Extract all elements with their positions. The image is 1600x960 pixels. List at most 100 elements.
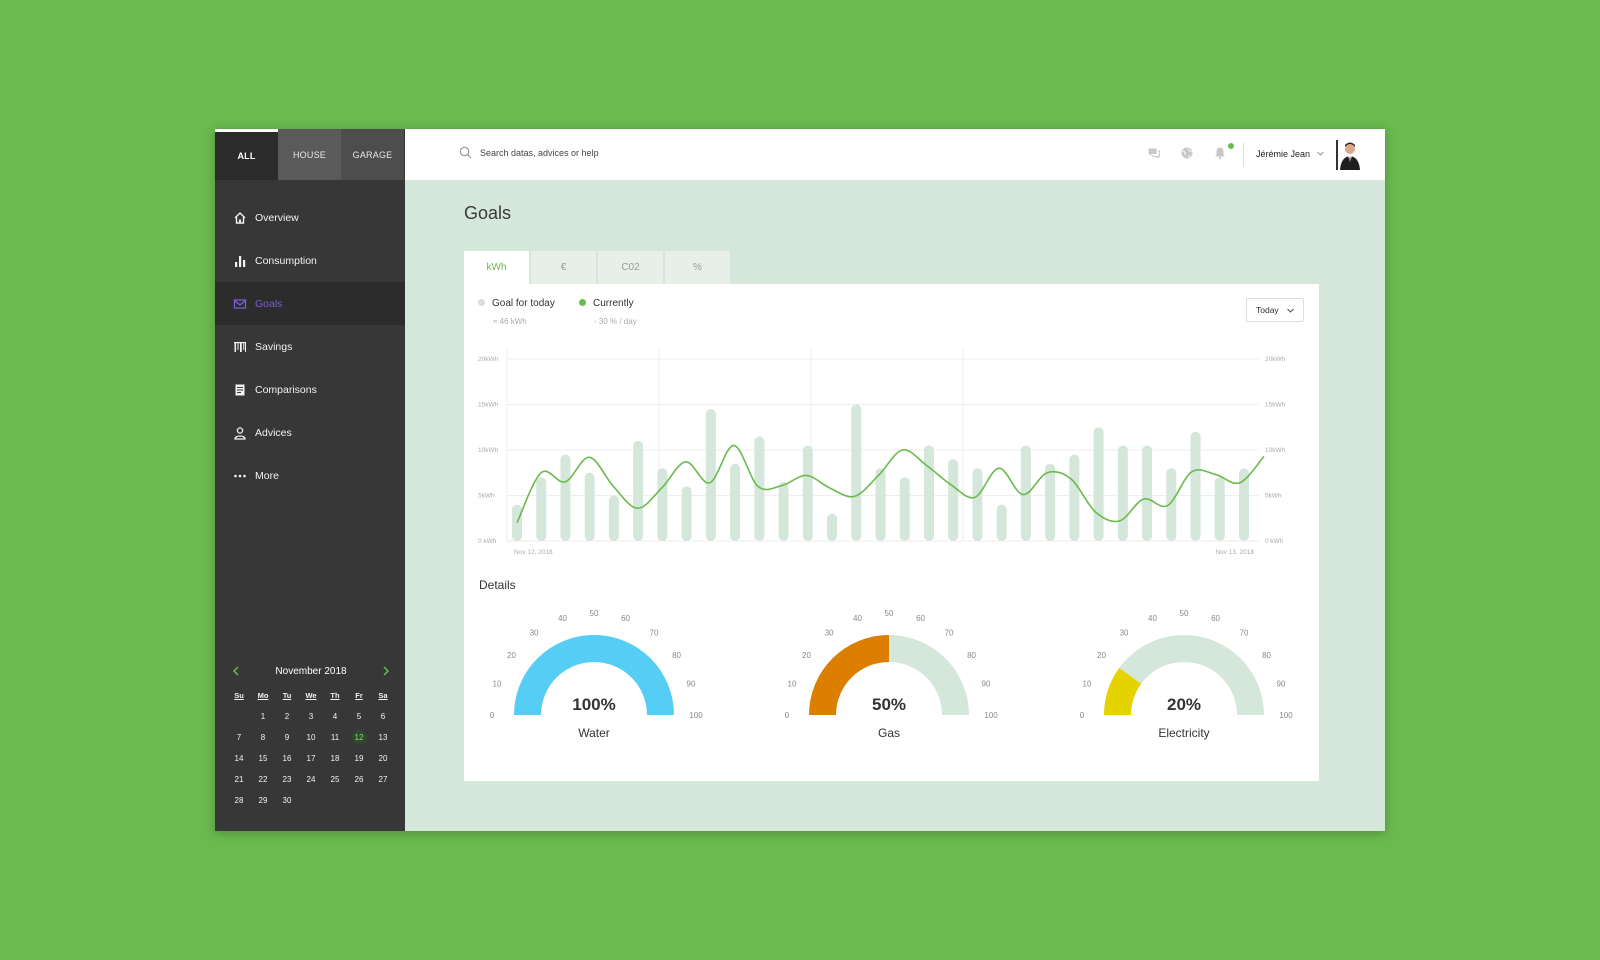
bell-icon[interactable] (1213, 146, 1227, 160)
calendar-day[interactable]: 26 (354, 775, 364, 784)
calendar-day[interactable]: 1 (260, 712, 266, 721)
chat-icon[interactable] (1147, 146, 1161, 160)
chart-bar (633, 440, 644, 541)
calendar-weekday: We (305, 691, 317, 700)
gauge-water: 0 10 20 30 40 50 60 70 80 90 100 100% Water (464, 598, 724, 748)
legend-current-dot (579, 298, 586, 306)
tab-euro[interactable]: € (531, 251, 596, 284)
bar-chart-icon (233, 254, 247, 268)
calendar-day[interactable]: 5 (356, 712, 362, 721)
avatar[interactable] (1336, 140, 1362, 170)
calendar-day[interactable]: 18 (330, 754, 340, 763)
calendar-day[interactable]: 27 (378, 775, 388, 784)
chart-bar (705, 409, 716, 541)
gauge-tick-label: 50 (885, 609, 894, 618)
scope-tab-all[interactable]: ALL (215, 129, 278, 180)
gauge-tick-label: 60 (916, 614, 925, 623)
barcode-icon (233, 340, 247, 354)
y-tick-label-right: 5kWh (1265, 493, 1282, 500)
calendar-day[interactable]: 29 (258, 796, 268, 805)
gauge-tick-label: 40 (1148, 614, 1157, 623)
calendar-day[interactable]: 24 (306, 775, 316, 784)
calendar-week-row: 7 8 9 10 11 12 13 (227, 727, 395, 748)
chart-bar (1045, 463, 1056, 541)
calendar-day[interactable]: 8 (260, 733, 266, 742)
sidebar-item-savings[interactable]: Savings (215, 325, 405, 368)
gauge-tick-label: 90 (1277, 679, 1286, 688)
gauge-tick-label: 70 (1240, 628, 1249, 637)
tab-co2[interactable]: C02 (598, 251, 663, 284)
consumption-chart: 0 kWh 0 kWh 5kWh 5kWh 10kWh 10kWh 15kWh 15kWh 20… (478, 349, 1286, 556)
sidebar-item-label: Advices (255, 426, 292, 439)
calendar-day[interactable]: 10 (306, 733, 316, 742)
home-icon (233, 211, 247, 225)
user-name[interactable]: Jérémie Jean (1256, 149, 1311, 159)
sidebar-item-comparisons[interactable]: Comparisons (215, 368, 405, 411)
gauge-tick-label: 20 (507, 651, 516, 660)
calendar-day[interactable]: 22 (258, 775, 268, 784)
scope-tab-house[interactable]: HOUSE (278, 129, 341, 180)
sidebar-item-more[interactable]: More (215, 454, 405, 497)
tab-percent[interactable]: % (665, 251, 730, 284)
calendar-day[interactable]: 13 (378, 733, 388, 742)
calendar-day[interactable]: 14 (234, 754, 244, 763)
chevron-left-icon (232, 666, 239, 676)
search-input[interactable] (478, 146, 742, 159)
calendar-day[interactable]: 20 (378, 754, 388, 763)
globe-icon[interactable] (1180, 146, 1194, 160)
calendar-day[interactable]: 21 (234, 775, 244, 784)
chevron-down-icon[interactable] (1316, 149, 1325, 158)
calendar-day[interactable]: 30 (282, 796, 292, 805)
chart-bar (1142, 445, 1153, 541)
chart-bar (802, 445, 813, 541)
calendar-day[interactable]: 2 (284, 712, 290, 721)
legend-current: Currently - 30 % / day (579, 298, 637, 326)
gauge-tick-label: 80 (672, 651, 681, 660)
y-tick-label-right: 15kWh (1265, 402, 1286, 409)
gauge-value: 100% (572, 695, 615, 714)
calendar-weekday: Mo (257, 691, 269, 700)
calendar-day[interactable]: 7 (236, 733, 242, 742)
gauge-tick-label: 20 (802, 651, 811, 660)
chart-bar (754, 436, 765, 541)
calendar-next-button[interactable] (377, 663, 395, 679)
sidebar-item-consumption[interactable]: Consumption (215, 239, 405, 282)
gauge-fill (809, 635, 889, 715)
tab-kwh[interactable]: kWh (464, 251, 529, 284)
sidebar-item-goals[interactable]: Goals (215, 282, 405, 325)
chart-bar (681, 486, 692, 541)
person-icon (233, 426, 247, 440)
calendar-weekday: Fr (355, 691, 363, 700)
calendar-week-row: 28 29 30 (227, 790, 395, 811)
calendar-day[interactable]: 25 (330, 775, 340, 784)
calendar-day[interactable]: 9 (284, 733, 290, 742)
calendar-day[interactable]: 23 (282, 775, 292, 784)
gauge-tick-label: 100 (984, 711, 998, 720)
calendar-day[interactable]: 17 (306, 754, 316, 763)
current-consumption-line (516, 444, 1265, 524)
scope-tab-garage[interactable]: GARAGE (341, 129, 404, 180)
calendar-day[interactable]: 12 (347, 730, 371, 745)
range-select[interactable]: Today (1246, 298, 1304, 322)
calendar-prev-button[interactable] (227, 663, 245, 679)
calendar-day[interactable]: 4 (332, 712, 338, 721)
calendar-day[interactable]: 6 (380, 712, 386, 721)
gauge-chart: 0 10 20 30 40 50 60 70 80 90 100 20% (1080, 609, 1293, 720)
chart-grid (506, 349, 1259, 542)
gauge-tick-label: 80 (967, 651, 976, 660)
chart-bar (536, 477, 547, 541)
calendar-day[interactable]: 16 (282, 754, 292, 763)
gauge-tick-label: 80 (1262, 651, 1271, 660)
calendar-day[interactable]: 19 (354, 754, 364, 763)
calendar-day[interactable]: 3 (308, 712, 314, 721)
scope-tabs: ALL HOUSE GARAGE (215, 129, 405, 180)
sidebar-item-overview[interactable]: Overview (215, 196, 405, 239)
sidebar-item-advices[interactable]: Advices (215, 411, 405, 454)
gauge-tick-label: 30 (530, 628, 539, 637)
mini-calendar: November 2018 Su Mo Tu We Th Fr Sa 1 2 3 4 5 6 7 8 9 10 1… (227, 661, 395, 811)
calendar-day[interactable]: 11 (330, 733, 340, 742)
calendar-day[interactable]: 28 (234, 796, 244, 805)
chart-bar (584, 472, 595, 541)
top-bar: Jérémie Jean (405, 129, 1385, 180)
calendar-day[interactable]: 15 (258, 754, 268, 763)
